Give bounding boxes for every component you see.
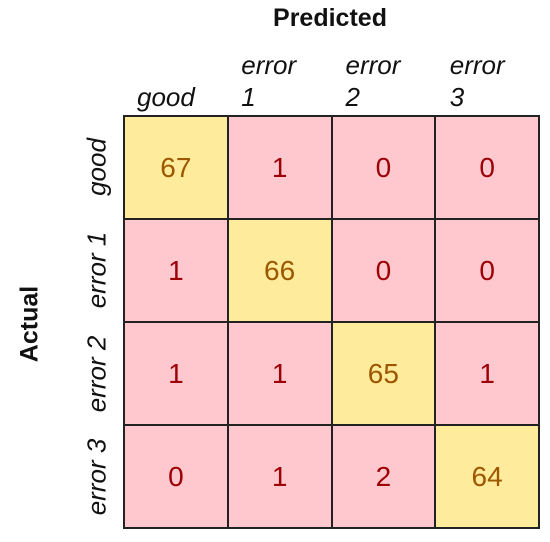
row-label: error 3 <box>81 438 112 516</box>
confusion-matrix: 67 1 0 0 1 66 0 0 1 1 65 1 0 1 2 64 <box>123 115 540 529</box>
column-label: error 2 <box>345 50 401 112</box>
matrix-cell-diagonal: 65 <box>331 322 436 425</box>
matrix-cell: 2 <box>331 425 436 528</box>
row-label: error 1 <box>81 231 112 309</box>
matrix-cell: 1 <box>227 322 332 425</box>
matrix-cell-diagonal: 64 <box>435 425 539 528</box>
row-label: error 2 <box>81 335 112 413</box>
predicted-axis-title: Predicted <box>273 4 387 32</box>
matrix-cell: 1 <box>435 322 539 425</box>
matrix-cell-diagonal: 67 <box>124 116 228 219</box>
matrix-cell: 1 <box>124 322 228 425</box>
matrix-cell: 1 <box>227 116 332 219</box>
matrix-cell: 0 <box>331 219 436 322</box>
matrix-cell: 0 <box>435 116 539 219</box>
matrix-cell: 0 <box>124 425 228 528</box>
actual-axis-title: Actual <box>15 285 44 363</box>
column-label: error 1 <box>241 50 297 112</box>
row-label: good <box>81 137 112 196</box>
matrix-cell-diagonal: 66 <box>227 219 332 322</box>
column-label: error 3 <box>449 50 505 112</box>
column-label: good <box>137 82 195 112</box>
matrix-cell: 1 <box>227 425 332 528</box>
matrix-cell: 1 <box>124 219 228 322</box>
matrix-cell: 0 <box>435 219 539 322</box>
matrix-cell: 0 <box>331 116 436 219</box>
